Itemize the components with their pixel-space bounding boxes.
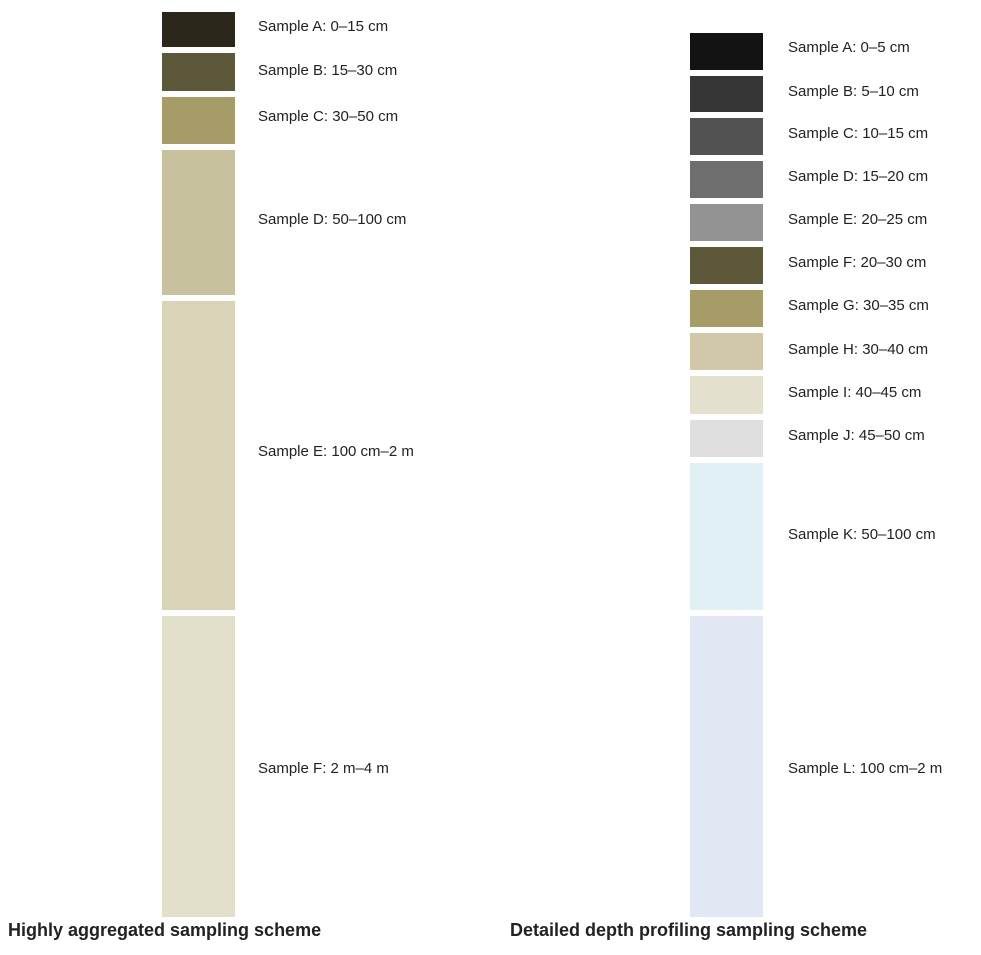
right-sample-e-label: Sample E: 20–25 cm — [788, 211, 928, 228]
right-sample-l-label: Sample L: 100 cm–2 m — [788, 760, 943, 777]
left-sample-f-block — [162, 616, 235, 917]
right-sample-c-block — [690, 118, 763, 155]
right-scheme-caption: Detailed depth profiling sampling scheme — [510, 920, 868, 940]
left-sample-b-block — [162, 53, 235, 91]
left-sample-b-label: Sample B: 15–30 cm — [258, 62, 398, 79]
right-sample-i-block — [690, 376, 763, 414]
left-sample-d-label: Sample D: 50–100 cm — [258, 211, 407, 228]
right-sample-b-block — [690, 76, 763, 112]
left-sample-e-label: Sample E: 100 cm–2 m — [258, 443, 414, 460]
right-sample-b-label: Sample B: 5–10 cm — [788, 83, 919, 100]
right-sample-g-block — [690, 290, 763, 327]
right-sample-k-block — [690, 463, 763, 610]
right-sample-g-label: Sample G: 30–35 cm — [788, 297, 929, 314]
right-sample-a-block — [690, 33, 763, 70]
right-sample-a-label: Sample A: 0–5 cm — [788, 39, 910, 56]
right-sample-k-label: Sample K: 50–100 cm — [788, 526, 936, 543]
right-sample-j-block — [690, 420, 763, 457]
right-sample-h-label: Sample H: 30–40 cm — [788, 341, 929, 358]
right-sample-h-block — [690, 333, 763, 370]
left-sample-a-block — [162, 12, 235, 47]
right-sample-c-label: Sample C: 10–15 cm — [788, 125, 929, 142]
left-sample-f-label: Sample F: 2 m–4 m — [258, 760, 389, 777]
right-sample-d-label: Sample D: 15–20 cm — [788, 168, 929, 185]
right-sample-j-label: Sample J: 45–50 cm — [788, 427, 925, 444]
right-sample-l-block — [690, 616, 763, 917]
left-sample-a-label: Sample A: 0–15 cm — [258, 18, 389, 35]
right-sample-e-block — [690, 204, 763, 241]
left-scheme-caption: Highly aggregated sampling scheme — [8, 920, 322, 940]
left-sample-c-label: Sample C: 30–50 cm — [258, 108, 399, 125]
right-sample-d-block — [690, 161, 763, 198]
left-sample-d-block — [162, 150, 235, 295]
left-sample-e-block — [162, 301, 235, 610]
right-sample-f-block — [690, 247, 763, 284]
right-sample-i-label: Sample I: 40–45 cm — [788, 384, 922, 401]
left-sample-c-block — [162, 97, 235, 144]
right-sample-f-label: Sample F: 20–30 cm — [788, 254, 927, 271]
